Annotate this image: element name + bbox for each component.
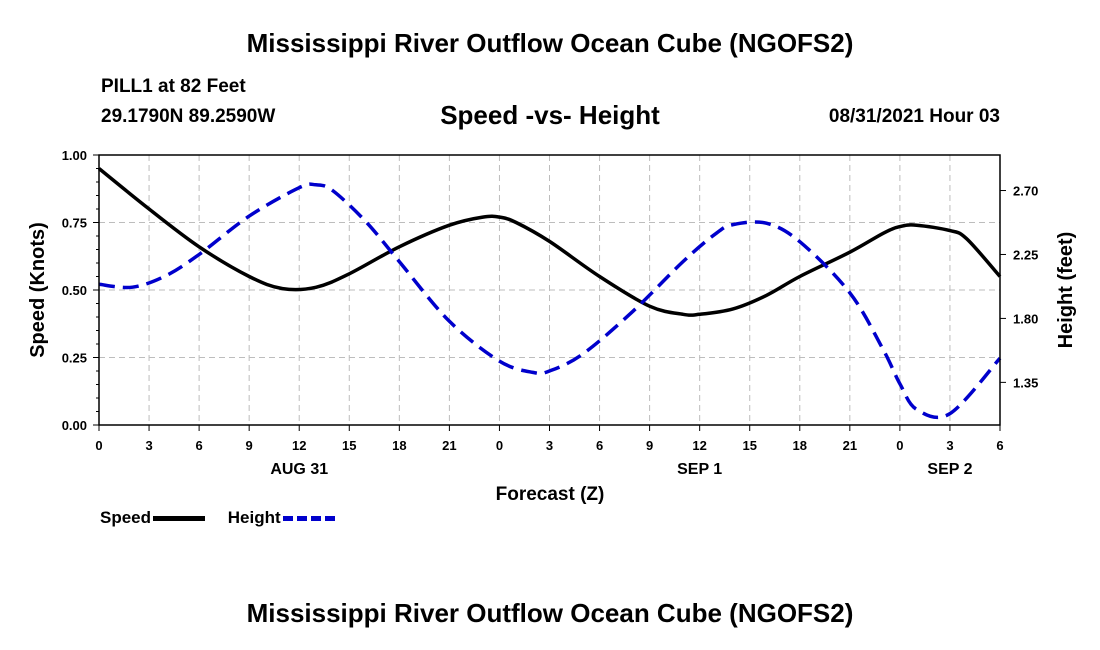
y-right-tick-label: 2.70 [1013,184,1038,199]
y-left-tick-label: 0.00 [62,418,87,433]
x-tick-label: 18 [793,438,807,453]
forecast-datetime: 08/31/2021 Hour 03 [828,106,1000,127]
legend-item-height: Height [228,508,335,528]
x-tick-label: 15 [342,438,356,453]
x-tick-label: 15 [742,438,756,453]
x-tick-label: 21 [843,438,857,453]
x-tick-label: 12 [692,438,706,453]
station-label: PILL1 at 82 Feet [101,76,246,97]
x-axis-label: Forecast (Z) [496,484,605,505]
x-tick-label: 3 [946,438,953,453]
legend: Speed Height [100,508,353,528]
x-tick-label: 18 [392,438,406,453]
footer-title: Mississippi River Outflow Ocean Cube (NG… [246,598,854,628]
x-tick-label: 21 [442,438,456,453]
legend-height-swatch [282,515,335,521]
x-tick-label: 12 [292,438,306,453]
y-axis-left-label: Speed (Knots) [27,222,49,358]
x-tick-label: 0 [896,438,903,453]
chart-subtitle: Speed -vs- Height [440,100,660,130]
chart-title: Mississippi River Outflow Ocean Cube (NG… [246,28,854,58]
tick-layer: 0 3 6 9 12 15 18 21 0 3 6 9 12 15 18 21 0 3 6 AUG 31 SEP 1 SE… [62,148,1039,478]
series-line-speed [97,167,1002,317]
y-right-tick-label: 2.25 [1013,247,1038,262]
y-axis-right-label: Height (feet) [1055,232,1077,349]
series-layer [97,167,1002,420]
x-tick-label: 6 [996,438,1003,453]
x-tick-label: 0 [496,438,503,453]
legend-item-speed: Speed [100,508,206,528]
series-line-height [98,182,1002,420]
y-right-tick-label: 1.80 [1013,311,1038,326]
x-tick-label: 3 [546,438,553,453]
date-label: AUG 31 [270,461,328,478]
grid [99,155,1000,425]
y-left-tick-label: 0.50 [62,283,87,298]
x-tick-label: 6 [195,438,202,453]
legend-height-label: Height [227,508,281,527]
x-tick-label: 9 [646,438,653,453]
station-coordinates: 29.1790N 89.2590W [101,106,276,127]
x-tick-label: 9 [246,438,253,453]
y-right-tick-label: 1.35 [1013,375,1038,390]
x-tick-label: 6 [596,438,603,453]
y-left-tick-label: 1.00 [62,148,87,163]
legend-speed-label: Speed [100,508,152,527]
date-label: SEP 1 [677,461,722,478]
date-label: SEP 2 [927,461,972,478]
legend-speed-swatch [153,515,206,521]
y-left-tick-label: 0.25 [62,351,87,366]
x-tick-label: 0 [95,438,102,453]
y-left-tick-label: 0.75 [62,216,87,231]
x-tick-label: 3 [145,438,152,453]
